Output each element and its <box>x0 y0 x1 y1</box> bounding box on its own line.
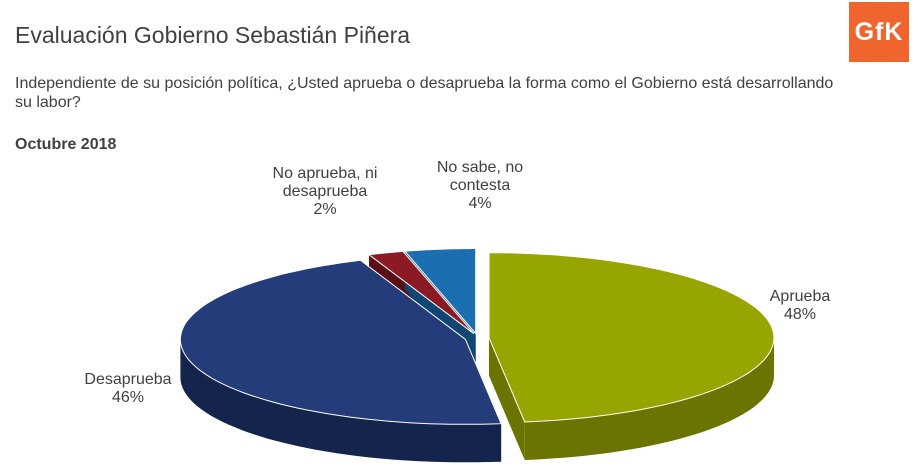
chart-title: Evaluación Gobierno Sebastián Piñera <box>15 22 411 48</box>
pie-slice-1 <box>179 259 502 425</box>
pie-slice-side-1 <box>180 339 502 463</box>
pie-slice-side-0 <box>524 337 774 460</box>
pie-value-label-0: 48% <box>784 306 816 323</box>
pie-category-label-2: desaprueba <box>283 183 368 200</box>
pie-slice-0 <box>488 252 775 423</box>
pie-value-label-2: 2% <box>313 201 336 218</box>
pie-category-label-1: Desaprueba <box>84 371 171 388</box>
pie-slice-2 <box>367 250 475 335</box>
pie-value-label-1: 46% <box>112 389 144 406</box>
gfk-logo: GfK <box>849 2 909 62</box>
pie-category-label-3: contesta <box>450 177 511 194</box>
pie-category-label-2: No aprueba, ni <box>273 165 378 182</box>
pie-category-label-3: No sabe, no <box>437 159 523 176</box>
pie-value-label-3: 4% <box>468 195 491 212</box>
pie-category-label-0: Aprueba <box>770 288 831 305</box>
survey-period: Octubre 2018 <box>15 136 117 153</box>
survey-question: Independiente de su posición política, ¿… <box>15 75 834 111</box>
pie-slice-wall-0-1 <box>488 337 525 460</box>
pie-slice-3 <box>403 248 477 335</box>
